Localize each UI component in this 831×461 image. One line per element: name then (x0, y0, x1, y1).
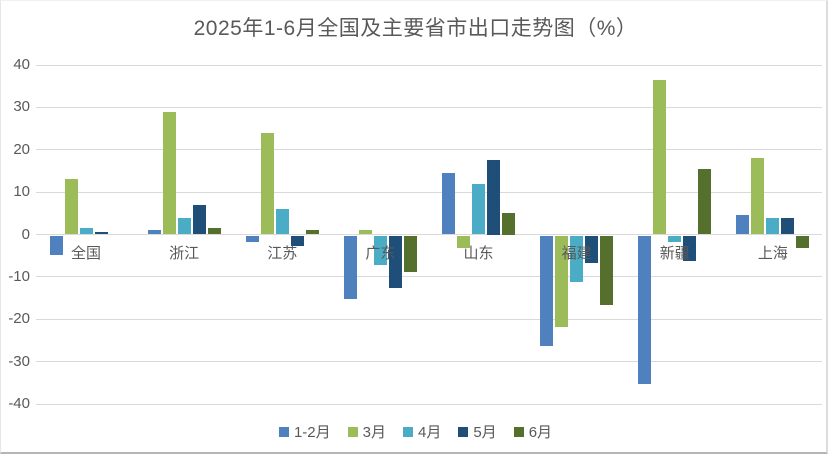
bar-3月-上海 (751, 158, 765, 235)
y-axis-label: -40 (8, 395, 30, 413)
legend-label: 4月 (418, 424, 442, 441)
x-axis-label: 山东 (463, 244, 494, 262)
legend-item: 4月 (403, 421, 441, 442)
bar-6月-山东 (502, 213, 516, 235)
bar-3月-浙江 (162, 111, 176, 235)
legend-swatch-icon (403, 426, 413, 437)
bar-5月-新疆 (683, 235, 697, 261)
bar-1-2月-上海 (736, 215, 750, 235)
bar-5月-全国 (94, 232, 108, 235)
y-axis-label: 40 (13, 56, 30, 74)
gridline (36, 106, 822, 108)
bar-5月-福建 (585, 235, 599, 264)
bar-4月-江苏 (275, 209, 289, 235)
gridline (36, 361, 822, 363)
bar-5月-山东 (487, 160, 501, 235)
legend-swatch-icon (278, 426, 289, 437)
gridline (36, 403, 822, 405)
x-axis-label: 浙江 (169, 244, 200, 262)
chart-title: 2025年1-6月全国及主要省市出口走势图（%） (193, 17, 638, 40)
gridline (36, 64, 822, 66)
bar-5月-广东 (388, 235, 402, 289)
gridline (36, 149, 822, 151)
bar-4月-全国 (79, 228, 93, 235)
x-axis-label: 上海 (757, 244, 788, 262)
legend-label: 3月 (362, 424, 386, 441)
bar-5月-江苏 (290, 235, 304, 247)
x-axis-label: 新疆 (659, 244, 690, 262)
bar-4月-福建 (570, 235, 584, 283)
bar-4月-上海 (766, 217, 780, 235)
bar-6月-广东 (403, 235, 417, 272)
y-axis-label: 10 (13, 183, 30, 201)
y-axis-label: -30 (8, 352, 30, 370)
bar-4月-浙江 (177, 217, 191, 235)
bar-6月-上海 (796, 235, 810, 249)
legend: 1-2月 3月 4月 5月 6月 (0, 421, 831, 442)
bar-5月-浙江 (192, 204, 206, 235)
bar-3月-江苏 (260, 132, 274, 235)
bar-6月-新疆 (698, 168, 712, 235)
bar-1-2月-福建 (540, 235, 554, 346)
bar-6月-浙江 (207, 228, 221, 235)
legend-swatch-icon (513, 426, 524, 437)
bar-6月-福建 (600, 235, 614, 306)
x-axis-label: 全国 (71, 244, 102, 262)
legend-item: 1-2月 (278, 421, 331, 442)
legend-item: 3月 (347, 421, 386, 442)
gridline (36, 234, 822, 235)
x-axis-label: 广东 (365, 244, 396, 262)
gridline (36, 191, 822, 193)
gridline (36, 318, 822, 320)
legend-swatch-icon (347, 426, 358, 437)
bar-3月-福建 (555, 235, 569, 327)
y-axis-label: 0 (21, 225, 30, 243)
legend-label: 5月 (473, 424, 497, 441)
y-axis-label: 30 (13, 98, 30, 116)
bar-4月-新疆 (668, 235, 682, 242)
bar-1-2月-浙江 (147, 230, 161, 235)
y-axis-label: 20 (13, 140, 30, 158)
bar-1-2月-江苏 (245, 235, 259, 242)
y-axis-label: -10 (8, 268, 30, 286)
bar-1-2月-山东 (442, 173, 456, 235)
x-axis-label: 江苏 (267, 244, 298, 262)
bar-5月-上海 (781, 217, 795, 235)
legend-label: 6月 (528, 424, 553, 441)
bar-6月-江苏 (305, 230, 319, 235)
bar-4月-广东 (373, 235, 387, 266)
bar-3月-新疆 (653, 79, 667, 235)
legend-swatch-icon (458, 426, 469, 437)
bar-3月-广东 (358, 230, 372, 235)
bar-1-2月-全国 (49, 235, 63, 255)
y-axis-label: -20 (8, 310, 30, 328)
x-axis-label: 福建 (561, 244, 592, 262)
bar-1-2月-广东 (343, 235, 357, 300)
legend-item: 6月 (513, 421, 553, 442)
bar-3月-全国 (64, 179, 78, 235)
bar-4月-山东 (472, 183, 486, 235)
bar-3月-山东 (457, 235, 471, 249)
bar-1-2月-新疆 (638, 235, 652, 384)
gridline (36, 276, 822, 278)
legend-item: 5月 (458, 421, 497, 442)
legend-label: 1-2月 (293, 424, 331, 441)
